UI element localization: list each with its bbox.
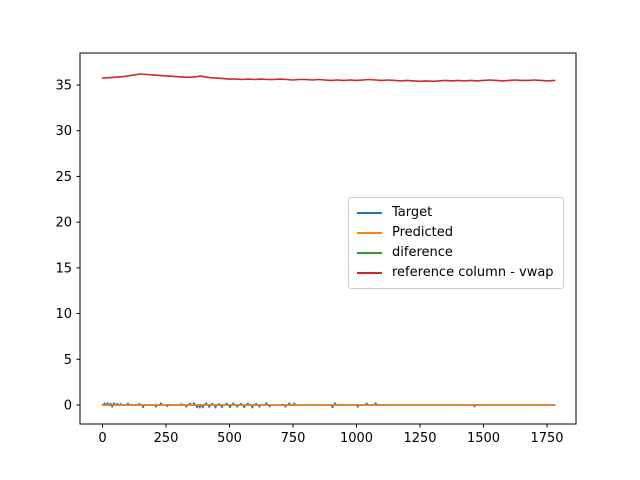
x-tick-label: 1000 xyxy=(340,431,373,446)
diference-line-swatch xyxy=(357,252,382,254)
x-tick-label: 1500 xyxy=(467,431,500,446)
legend-entry-reference: reference column - vwap xyxy=(357,263,554,283)
y-tick-label: 15 xyxy=(55,261,72,276)
y-tick-label: 10 xyxy=(55,307,72,322)
legend-label-diference: diference xyxy=(392,245,453,260)
y-tick-label: 5 xyxy=(64,353,72,368)
x-tick-label: 1750 xyxy=(530,431,563,446)
legend: Target Predicted diference reference col… xyxy=(348,197,564,289)
reference-line-swatch xyxy=(357,272,382,274)
legend-label-predicted: Predicted xyxy=(392,225,454,240)
axes-spines xyxy=(79,52,577,425)
x-tick-label: 500 xyxy=(217,431,242,446)
legend-label-target: Target xyxy=(392,205,433,220)
y-tick-label: 30 xyxy=(55,124,72,139)
series-line-reference-column-vwap xyxy=(101,73,556,83)
legend-label-reference: reference column - vwap xyxy=(392,265,554,280)
y-tick-label: 20 xyxy=(55,216,72,231)
legend-entry-target: Target xyxy=(357,203,554,223)
legend-entry-predicted: Predicted xyxy=(357,223,554,243)
x-tick-label: 750 xyxy=(281,431,306,446)
y-tick-label: 0 xyxy=(64,398,72,413)
x-tick-label: 250 xyxy=(154,431,179,446)
predicted-line-swatch xyxy=(357,232,382,234)
x-tick-label: 0 xyxy=(98,431,106,446)
legend-entry-diference: diference xyxy=(357,243,554,263)
x-tick-label: 1250 xyxy=(403,431,436,446)
y-tick-label: 25 xyxy=(55,170,72,185)
target-line-swatch xyxy=(357,212,382,214)
y-tick-label: 35 xyxy=(55,78,72,93)
